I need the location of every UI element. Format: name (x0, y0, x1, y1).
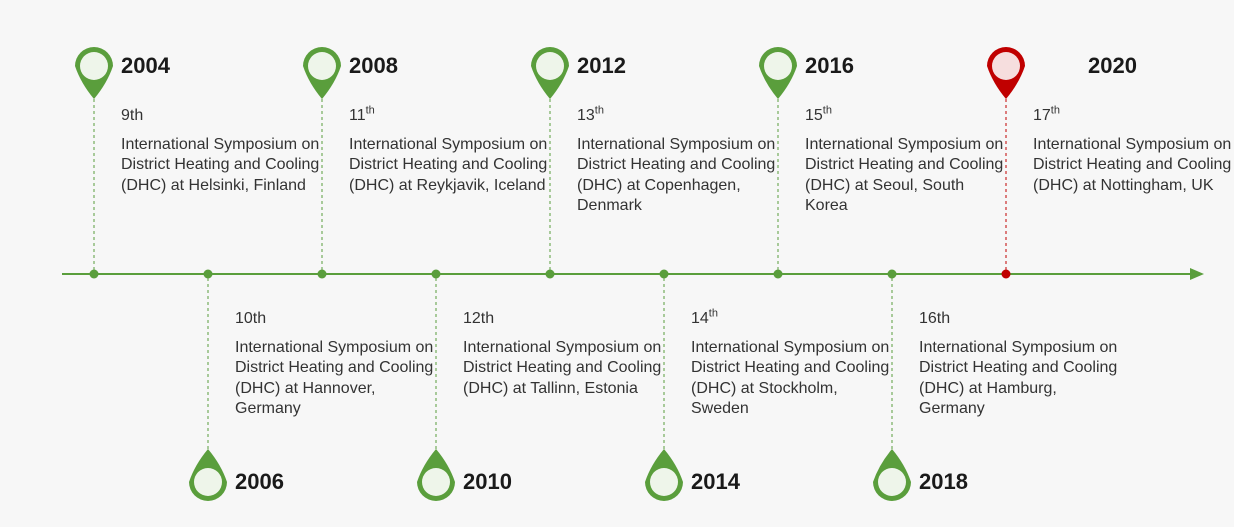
milestone-2016-pin-icon (759, 47, 797, 99)
milestone-2010-ordinal-number: 12 (463, 310, 481, 327)
milestone-2014-pin-icon (645, 449, 683, 501)
milestone-2016-ordinal-suffix: th (822, 104, 832, 117)
milestone-2004-text: International Symposium on District Heat… (121, 135, 320, 194)
milestone-2004-axis-dot (89, 269, 99, 279)
milestone-2008-ordinal-number: 11 (349, 107, 366, 124)
milestone-2018-pin-icon (873, 449, 911, 501)
milestone-2008-ordinal: 11th (349, 104, 549, 127)
milestone-2012-description: 13th International Symposium on District … (577, 104, 777, 217)
milestone-2020-ordinal: 17th (1033, 104, 1233, 127)
milestone-2010-ordinal-suffix: th (480, 310, 495, 327)
milestone-2014-year: 2014 (691, 469, 740, 494)
milestone-2008-axis-dot (317, 269, 327, 279)
milestone-2006-text: International Symposium on District Heat… (235, 338, 434, 418)
milestone-2006-pin-icon (189, 449, 227, 501)
milestone-2020-pin-icon (987, 47, 1025, 99)
milestone-2016-ordinal: 15th (805, 104, 1005, 127)
milestone-2020-year: 2020 (1088, 53, 1137, 78)
milestone-2010-text: International Symposium on District Heat… (463, 338, 662, 397)
milestone-2010-ordinal: 12th (463, 309, 663, 330)
milestone-2020-axis-dot (1001, 269, 1011, 279)
milestone-2016-description: 15th International Symposium on District … (805, 104, 1005, 217)
milestone-2010-year: 2010 (463, 469, 512, 494)
milestone-2006-year: 2006 (235, 469, 284, 494)
milestone-2008-text: International Symposium on District Heat… (349, 135, 548, 194)
milestone-2018-ordinal-suffix: th (936, 310, 951, 327)
milestone-2020-description: 17th International Symposium on District … (1033, 104, 1233, 196)
milestone-2018-description: 16th International Symposium on District … (919, 309, 1119, 420)
milestone-2014-ordinal: 14th (691, 307, 891, 330)
milestone-2014-description: 14th International Symposium on District … (691, 307, 891, 420)
milestone-2012-year: 2012 (577, 53, 626, 78)
milestone-2010-pin-icon (417, 449, 455, 501)
milestone-2008-ordinal-suffix: th (365, 104, 375, 117)
milestone-2014-ordinal-suffix: th (708, 307, 718, 320)
milestone-2018-axis-dot (887, 269, 897, 279)
milestone-2010-axis-dot (431, 269, 441, 279)
milestone-2006-ordinal-suffix: th (252, 310, 267, 327)
milestone-2020-ordinal-number: 17 (1033, 107, 1051, 124)
milestone-2016-axis-dot (773, 269, 783, 279)
milestone-2006-ordinal: 10th (235, 309, 435, 330)
milestone-2012-ordinal-suffix: th (594, 104, 604, 117)
milestone-2020-ordinal-suffix: th (1050, 104, 1060, 117)
milestone-2006-description: 10th International Symposium on District … (235, 309, 435, 420)
milestone-2012-pin-icon (531, 47, 569, 99)
milestone-2004-ordinal-number: 9 (121, 107, 130, 124)
milestone-2016-year: 2016 (805, 53, 854, 78)
milestone-2004-pin-icon (75, 47, 113, 99)
milestone-2014-axis-dot (659, 269, 669, 279)
milestone-2012-text: International Symposium on District Heat… (577, 135, 776, 215)
milestone-2004-ordinal-suffix: th (129, 107, 144, 124)
milestone-2008-pin-icon (303, 47, 341, 99)
milestone-2014-text: International Symposium on District Heat… (691, 338, 890, 418)
milestone-2006-axis-dot (203, 269, 213, 279)
milestone-2004-year: 2004 (121, 53, 170, 78)
milestone-2020-text: International Symposium on District Heat… (1033, 135, 1232, 194)
milestone-2018-ordinal: 16th (919, 309, 1119, 330)
milestone-2016-text: International Symposium on District Heat… (805, 135, 1004, 215)
milestone-2012-ordinal: 13th (577, 104, 777, 127)
milestone-2014-ordinal-number: 14 (691, 310, 709, 327)
milestone-2004-description: 9th International Symposium on District H… (121, 106, 321, 196)
milestone-2008-year: 2008 (349, 53, 398, 78)
milestone-2018-ordinal-number: 16 (919, 310, 937, 327)
milestone-2018-year: 2018 (919, 469, 968, 494)
milestone-2012-axis-dot (545, 269, 555, 279)
milestone-2018-text: International Symposium on District Heat… (919, 338, 1118, 418)
milestone-2006-ordinal-number: 10 (235, 310, 253, 327)
milestone-2004-ordinal: 9th (121, 106, 321, 127)
timeline-arrow-icon (1190, 268, 1204, 280)
milestone-2012-ordinal-number: 13 (577, 107, 595, 124)
milestone-2008-description: 11th International Symposium on District … (349, 104, 549, 196)
milestone-2016-ordinal-number: 15 (805, 107, 823, 124)
milestone-2010-description: 12th International Symposium on District … (463, 309, 663, 399)
